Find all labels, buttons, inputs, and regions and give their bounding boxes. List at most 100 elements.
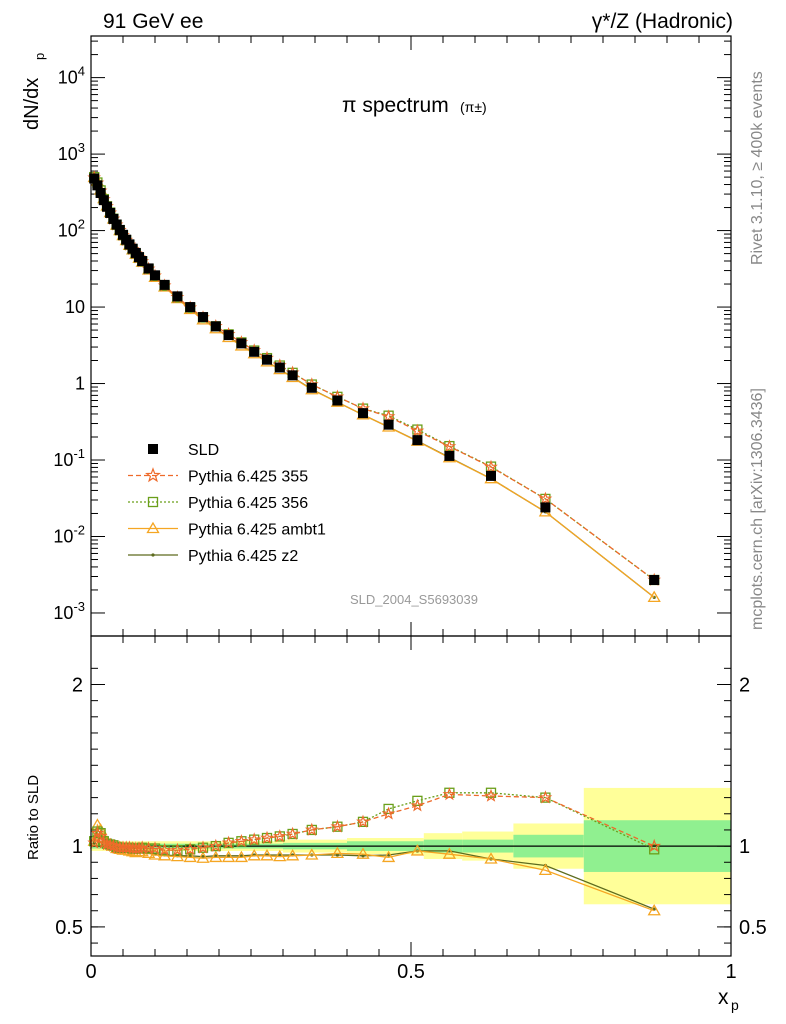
x-axis-label-text: x: [718, 986, 729, 1009]
data-point: [647, 838, 662, 853]
data-point: [223, 330, 234, 341]
data-point: [306, 382, 317, 393]
series-line: [93, 177, 655, 581]
data-point: [287, 370, 298, 381]
analysis-watermark: SLD_2004_S5693039: [350, 592, 478, 607]
data-point: [188, 854, 192, 858]
data-point: [410, 423, 425, 437]
legend-label: Pythia 6.425 ambt1: [188, 522, 326, 539]
data-point: [260, 849, 274, 861]
data-point: [146, 521, 160, 534]
series-sld: [89, 173, 660, 585]
data-point: [196, 851, 210, 863]
data-point: [108, 213, 119, 224]
data-point: [148, 848, 162, 860]
data-point: [234, 834, 249, 848]
ratio-y-tick-label: 2: [72, 674, 83, 696]
legend-label: Pythia 6.425 z2: [188, 548, 298, 565]
data-point: [185, 302, 196, 313]
data-point: [383, 803, 394, 815]
data-point: [358, 408, 368, 419]
data-point: [170, 849, 185, 862]
series-pythia-6-425-355: [87, 170, 662, 586]
main-panel: 10-3 10-2 10-1 1 10 102 103 104: [53, 36, 732, 636]
series-line: [93, 176, 655, 598]
data-point: [214, 854, 218, 858]
data-point: [356, 847, 370, 859]
series-pythia-6-425-ambt1: [87, 170, 661, 603]
data-point: [262, 354, 272, 365]
data-point: [538, 863, 553, 875]
legend-item: Pythia 6.425 356: [128, 495, 308, 512]
data-point: [247, 849, 261, 861]
data-point: [183, 841, 198, 856]
legend-label: Pythia 6.425 355: [188, 469, 308, 486]
data-point: [196, 840, 210, 854]
ratio-panel: 0.5 0.51 12 20 0.5 1: [55, 636, 767, 983]
data-point: [332, 395, 343, 406]
data-point: [105, 207, 116, 218]
y-axis-label-main: dN/dx p: [21, 53, 47, 130]
data-point: [111, 219, 122, 230]
ratio-y-tick-label: 0.5: [55, 917, 83, 939]
data-point: [278, 853, 282, 857]
series-line: [93, 177, 655, 598]
data-point: [381, 409, 396, 423]
legend-item: SLD: [148, 442, 219, 459]
data-point: [335, 853, 339, 857]
data-point: [148, 841, 162, 855]
y-axis-label-sub: p: [32, 53, 47, 60]
data-point: [159, 279, 170, 290]
data-point: [135, 840, 150, 854]
legend-label: Pythia 6.425 356: [188, 495, 308, 512]
data-point: [442, 787, 457, 801]
mcplots-label: mcplots.cern.ch [arXiv:1306.3436]: [749, 388, 766, 630]
data-point: [221, 835, 236, 849]
x-tick-label: 0: [85, 961, 96, 983]
data-point: [412, 435, 423, 446]
chart-title-suffix: (π±): [460, 99, 487, 115]
x-axis-label: x p: [718, 986, 739, 1013]
y-axis-label-text: dN/dx: [21, 78, 43, 130]
data-point: [649, 574, 660, 585]
chart-title: π spectrum: [342, 94, 449, 117]
ratio-series-pythia-6-425-355: [87, 787, 662, 857]
ratio-y-tick-label-right: 0.5: [739, 917, 767, 939]
data-point: [145, 467, 161, 483]
data-point: [95, 187, 106, 198]
y-tick-label: 1: [75, 374, 85, 394]
data-point: [198, 312, 208, 323]
y-tick-label: 10-1: [53, 446, 85, 470]
data-point: [201, 855, 205, 859]
main-frame: [90, 35, 732, 637]
right-title: γ*/Z (Hadronic): [592, 10, 733, 33]
data-point: [442, 847, 457, 859]
ratio-frame: [90, 635, 732, 957]
legend: SLD Pythia 6.425 355 Pythia 6.425 356 Pythi…: [128, 442, 326, 565]
data-point: [170, 842, 185, 857]
data-point: [209, 850, 223, 863]
data-point: [236, 338, 247, 349]
data-point: [538, 491, 553, 505]
data-point: [272, 829, 287, 843]
data-point: [484, 788, 498, 802]
data-point: [383, 419, 394, 430]
y-tick-label: 10-3: [53, 599, 85, 623]
data-point: [330, 846, 345, 859]
y-tick-label: 10: [65, 297, 85, 317]
data-point: [143, 263, 154, 274]
data-point: [239, 854, 243, 858]
data-point: [381, 850, 396, 863]
data-point: [304, 822, 319, 836]
data-point: [249, 346, 260, 357]
data-point: [274, 362, 285, 373]
legend-item: Pythia 6.425 355: [128, 467, 308, 486]
series-line: [93, 176, 655, 581]
data-point: [92, 180, 103, 191]
y-tick-label: 10-2: [53, 522, 85, 546]
data-point: [484, 459, 498, 473]
data-point: [356, 814, 370, 828]
data-point: [330, 819, 345, 833]
data-point: [210, 321, 221, 332]
data-point: [260, 830, 274, 844]
